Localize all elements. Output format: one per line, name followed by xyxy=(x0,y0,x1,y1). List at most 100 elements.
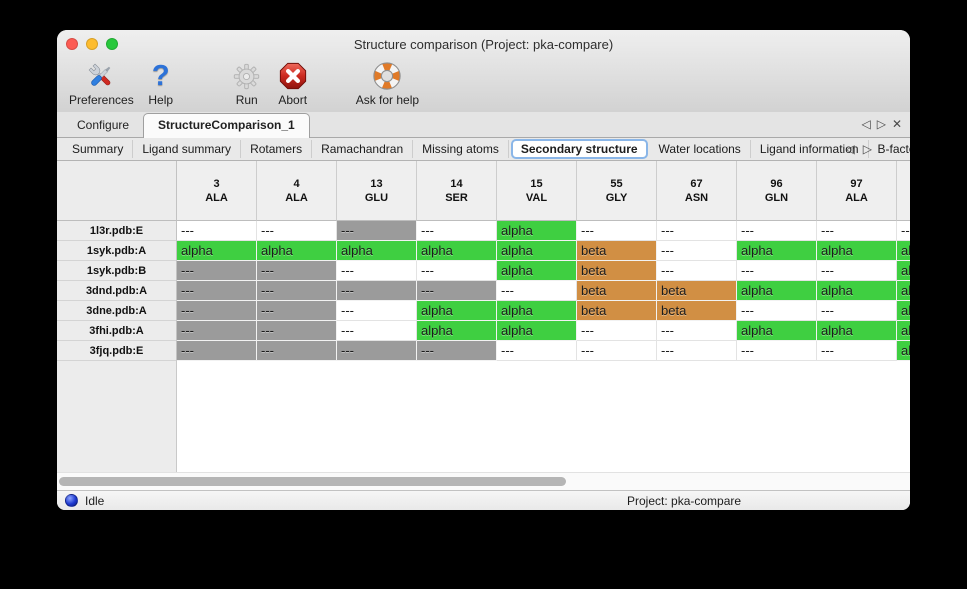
tab-missing-atoms[interactable]: Missing atoms xyxy=(413,140,509,158)
traffic-light-minimize[interactable] xyxy=(86,38,98,50)
tab-scroll-left-icon[interactable]: ◁ xyxy=(861,117,871,131)
structure-cell[interactable]: alpha xyxy=(897,261,910,281)
structure-cell[interactable]: alpha xyxy=(497,221,577,241)
structure-cell[interactable]: alpha xyxy=(737,241,817,261)
tab-b-factors[interactable]: B-factors xyxy=(869,140,910,158)
ask-for-help-button[interactable]: Ask for help xyxy=(352,60,423,107)
structure-cell[interactable]: beta xyxy=(577,301,657,321)
structure-cell[interactable]: alpha xyxy=(817,321,897,341)
structure-cell[interactable]: --- xyxy=(177,221,257,241)
structure-cell[interactable]: --- xyxy=(657,221,737,241)
help-button[interactable]: ? Help xyxy=(138,60,184,107)
column-header[interactable]: 13 GLU xyxy=(337,161,417,221)
structure-cell[interactable]: --- xyxy=(897,221,910,241)
structure-cell[interactable]: beta xyxy=(577,261,657,281)
structure-cell[interactable]: --- xyxy=(737,261,817,281)
row-label[interactable]: 1l3r.pdb:E xyxy=(57,221,177,241)
tab-scroll-right-icon[interactable]: ▷ xyxy=(876,117,886,131)
structure-cell[interactable]: --- xyxy=(737,341,817,361)
tab-ramachandran[interactable]: Ramachandran xyxy=(312,140,414,158)
tab-structurecomparison-1[interactable]: StructureComparison_1 xyxy=(143,113,310,138)
row-label[interactable]: 3fjq.pdb:E xyxy=(57,341,177,361)
column-header[interactable]: 55 GLY xyxy=(577,161,657,221)
run-button[interactable]: Run xyxy=(224,60,270,107)
structure-cell[interactable]: --- xyxy=(417,341,497,361)
subtab-scroll-left-icon[interactable]: ◁ xyxy=(845,142,855,156)
structure-cell[interactable]: --- xyxy=(817,221,897,241)
tab-secondary-structure[interactable]: Secondary structure xyxy=(510,139,648,159)
structure-cell[interactable]: --- xyxy=(177,341,257,361)
structure-cell[interactable]: alpha xyxy=(897,241,910,261)
structure-cell[interactable]: alpha xyxy=(897,301,910,321)
structure-cell[interactable]: alpha xyxy=(497,241,577,261)
structure-cell[interactable]: --- xyxy=(257,301,337,321)
structure-cell[interactable]: --- xyxy=(337,261,417,281)
structure-cell[interactable]: --- xyxy=(257,341,337,361)
structure-cell[interactable]: --- xyxy=(577,221,657,241)
tab-water-locations[interactable]: Water locations xyxy=(650,140,751,158)
tab-ligand-summary[interactable]: Ligand summary xyxy=(133,140,242,158)
structure-cell[interactable]: alpha xyxy=(897,321,910,341)
structure-cell[interactable]: alpha xyxy=(737,321,817,341)
structure-cell[interactable]: --- xyxy=(497,281,577,301)
structure-cell[interactable]: alpha xyxy=(897,281,910,301)
structure-cell[interactable]: alpha xyxy=(497,301,577,321)
structure-cell[interactable]: --- xyxy=(657,321,737,341)
column-header[interactable]: 96 GLN xyxy=(737,161,817,221)
structure-cell[interactable]: --- xyxy=(497,341,577,361)
structure-cell[interactable]: alpha xyxy=(817,241,897,261)
structure-cell[interactable]: --- xyxy=(657,261,737,281)
subtab-scroll-right-icon[interactable]: ▷ xyxy=(862,142,872,156)
structure-cell[interactable]: --- xyxy=(257,261,337,281)
structure-cell[interactable]: --- xyxy=(177,301,257,321)
structure-cell[interactable]: beta xyxy=(657,301,737,321)
structure-cell[interactable]: --- xyxy=(177,321,257,341)
structure-cell[interactable]: alpha xyxy=(737,281,817,301)
structure-cell[interactable]: --- xyxy=(737,301,817,321)
structure-cell[interactable]: --- xyxy=(257,321,337,341)
structure-cell[interactable]: beta xyxy=(577,241,657,261)
structure-cell[interactable]: alpha xyxy=(817,281,897,301)
column-header[interactable]: 67 ASN xyxy=(657,161,737,221)
structure-cell[interactable]: alpha xyxy=(497,261,577,281)
h-scrollbar-thumb[interactable] xyxy=(59,477,566,486)
traffic-light-zoom[interactable] xyxy=(106,38,118,50)
structure-cell[interactable]: beta xyxy=(577,281,657,301)
structure-cell[interactable]: --- xyxy=(417,281,497,301)
tab-ligand-information[interactable]: Ligand information xyxy=(751,140,869,158)
structure-cell[interactable]: --- xyxy=(257,281,337,301)
preferences-button[interactable]: Preferences xyxy=(65,60,138,107)
row-label[interactable]: 3dnd.pdb:A xyxy=(57,281,177,301)
structure-cell[interactable]: alpha xyxy=(417,321,497,341)
structure-cell[interactable]: --- xyxy=(817,261,897,281)
structure-cell[interactable]: --- xyxy=(177,261,257,281)
structure-cell[interactable]: alpha xyxy=(897,341,910,361)
structure-cell[interactable]: alpha xyxy=(417,241,497,261)
column-header[interactable] xyxy=(897,161,910,221)
structure-cell[interactable]: --- xyxy=(817,301,897,321)
structure-cell[interactable]: --- xyxy=(337,301,417,321)
row-label[interactable]: 3dne.pdb:A xyxy=(57,301,177,321)
row-label[interactable]: 1syk.pdb:A xyxy=(57,241,177,261)
structure-cell[interactable]: --- xyxy=(257,221,337,241)
title-bar[interactable]: Structure comparison (Project: pka-compa… xyxy=(57,30,910,58)
column-header[interactable]: 3 ALA xyxy=(177,161,257,221)
tab-rotamers[interactable]: Rotamers xyxy=(241,140,313,158)
tab-summary[interactable]: Summary xyxy=(63,140,134,158)
structure-cell[interactable]: alpha xyxy=(177,241,257,261)
structure-cell[interactable]: --- xyxy=(337,281,417,301)
structure-cell[interactable]: --- xyxy=(417,221,497,241)
structure-cell[interactable]: alpha xyxy=(417,301,497,321)
row-label[interactable]: 1syk.pdb:B xyxy=(57,261,177,281)
structure-cell[interactable]: --- xyxy=(577,321,657,341)
structure-cell[interactable]: --- xyxy=(737,221,817,241)
tab-configure[interactable]: Configure xyxy=(77,118,130,132)
horizontal-scrollbar[interactable] xyxy=(57,472,910,490)
column-header[interactable]: 15 VAL xyxy=(497,161,577,221)
structure-cell[interactable]: --- xyxy=(337,341,417,361)
structure-cell[interactable]: --- xyxy=(657,241,737,261)
structure-cell[interactable]: alpha xyxy=(337,241,417,261)
column-header[interactable]: 97 ALA xyxy=(817,161,897,221)
structure-cell[interactable]: --- xyxy=(577,341,657,361)
structure-cell[interactable]: alpha xyxy=(497,321,577,341)
